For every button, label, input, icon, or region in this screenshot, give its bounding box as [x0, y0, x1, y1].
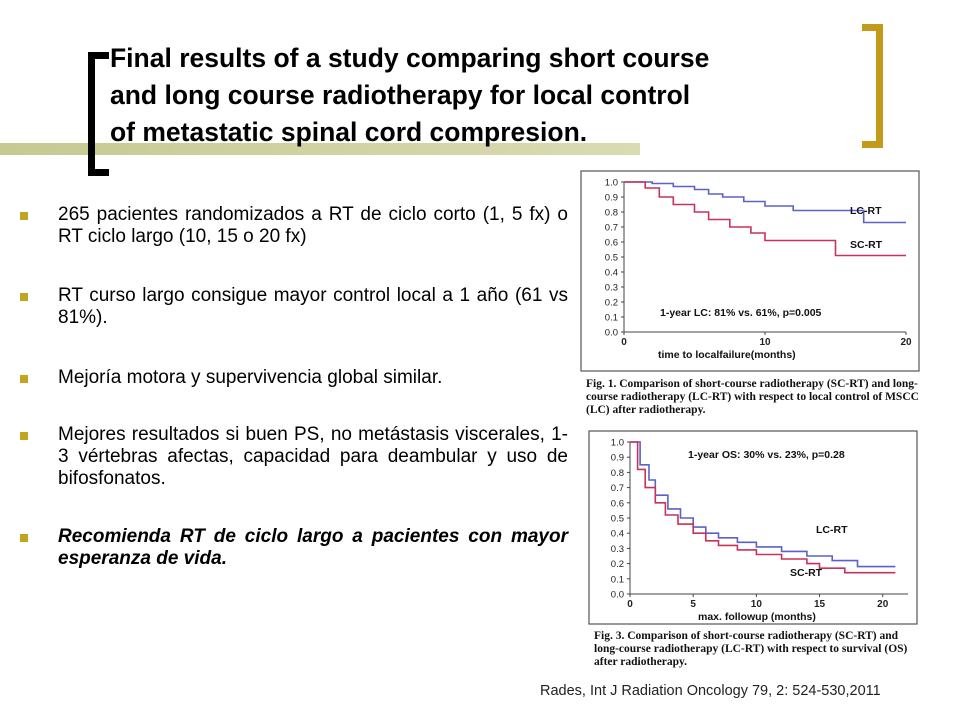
left-bracket — [88, 52, 109, 176]
bullet-square-icon — [20, 293, 28, 301]
title-underline-band — [0, 143, 640, 155]
x-tick-label: 20 — [900, 337, 912, 348]
x-tick-label: 15 — [814, 599, 826, 610]
series-line-sc-rt — [624, 181, 906, 257]
y-tick-label: 1.0 — [605, 178, 618, 189]
figure-caption: Fig. 3. Comparison of short-course radio… — [594, 630, 908, 668]
chart-frame — [588, 430, 918, 625]
y-tick-label: 0.7 — [611, 483, 624, 494]
bullet-text: Mejores resultados si buen PS, no metást… — [58, 424, 568, 489]
title-line: and long course radiotherapy for local c… — [110, 80, 691, 110]
bullet-square-icon — [20, 432, 28, 440]
y-tick-label: 0.5 — [605, 253, 618, 264]
y-tick-label: 0.3 — [605, 283, 618, 294]
title-line: Final results of a study comparing short… — [110, 43, 710, 73]
chart-annotation: 1-year OS: 30% vs. 23%, p=0.28 — [688, 449, 845, 461]
bullet-text: Mejoría motora y supervivencia global si… — [58, 367, 443, 388]
chart-frame — [580, 170, 920, 372]
x-axis-label: max. followup (months) — [698, 611, 816, 623]
x-tick-label: 10 — [751, 599, 763, 610]
figure-1: 0.0 0.1 0.2 0.3 0.4 0.5 0.6 0.7 0.8 0.9 1.0 0 10 20 ti… — [580, 170, 925, 425]
y-tick-label: 0.2 — [605, 298, 618, 309]
series-label: SC-RT — [850, 239, 883, 251]
x-tick-label: 10 — [759, 337, 771, 348]
y-tick-label: 0.7 — [605, 223, 618, 234]
x-tick-label: 0 — [621, 337, 627, 348]
y-tick-label: 0.1 — [605, 313, 618, 324]
figure-caption: Fig. 1. Comparison of short-course radio… — [586, 378, 919, 416]
km-chart-local-control: 0.0 0.1 0.2 0.3 0.4 0.5 0.6 0.7 0.8 0.9 1.0 0 10 20 ti… — [580, 170, 920, 372]
y-tick-label: 1.0 — [611, 438, 624, 449]
y-tick-label: 0.5 — [611, 514, 624, 525]
y-tick-label: 0.0 — [611, 590, 624, 601]
y-tick-label: 0.4 — [605, 268, 618, 279]
bullet-text: RT curso largo consigue mayor control lo… — [58, 285, 568, 328]
y-tick-label: 0.8 — [611, 468, 624, 479]
x-tick-label: 0 — [627, 599, 633, 610]
bullet-square-icon — [20, 375, 28, 383]
series-line-sc-rt — [630, 441, 896, 574]
km-chart-overall-survival: 0.0 0.1 0.2 0.3 0.4 0.5 0.6 0.7 0.8 0.9 1.0 0 5 10 15 2… — [588, 430, 918, 625]
bullet-square-icon — [20, 534, 28, 542]
x-axis-label: time to localfailure(months) — [658, 349, 796, 361]
y-tick-label: 0.3 — [611, 544, 624, 555]
y-tick-label: 0.8 — [605, 208, 618, 219]
y-tick-label: 0.6 — [611, 498, 624, 509]
citation: Rades, Int J Radiation Oncology 79, 2: 5… — [540, 683, 881, 699]
series-label: LC-RT — [816, 524, 848, 536]
y-tick-label: 0.9 — [611, 453, 624, 464]
series-label: LC-RT — [850, 205, 882, 217]
right-bracket — [862, 24, 883, 148]
figure-3: 0.0 0.1 0.2 0.3 0.4 0.5 0.6 0.7 0.8 0.9 1.0 0 5 10 15 2… — [588, 430, 923, 670]
y-tick-label: 0.4 — [611, 529, 624, 540]
y-tick-label: 0.1 — [611, 574, 624, 585]
bullet-square-icon — [20, 212, 28, 220]
y-tick-label: 0.0 — [605, 328, 618, 339]
y-tick-label: 0.2 — [611, 559, 624, 570]
series-label: SC-RT — [790, 567, 823, 579]
x-tick-label: 20 — [877, 599, 889, 610]
slide-title: Final results of a study comparing short… — [110, 40, 860, 151]
chart-annotation: 1-year LC: 81% vs. 61%, p=0.005 — [660, 307, 822, 319]
y-tick-label: 0.6 — [605, 238, 618, 249]
series-line-lc-rt — [630, 441, 896, 568]
y-tick-label: 0.9 — [605, 193, 618, 204]
bullet-text: 265 pacientes randomizados a RT de ciclo… — [58, 204, 568, 247]
series-line-lc-rt — [624, 181, 906, 224]
bullet-text: Recomienda RT de ciclo largo a pacientes… — [58, 526, 568, 569]
x-tick-label: 5 — [690, 599, 696, 610]
title-line: of metastatic spinal cord compresion. — [110, 117, 588, 147]
